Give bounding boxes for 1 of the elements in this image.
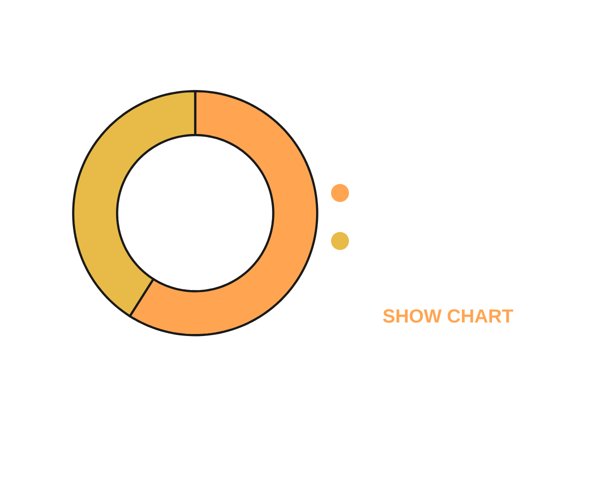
text: SHOW CHART <box>383 309 514 323</box>
